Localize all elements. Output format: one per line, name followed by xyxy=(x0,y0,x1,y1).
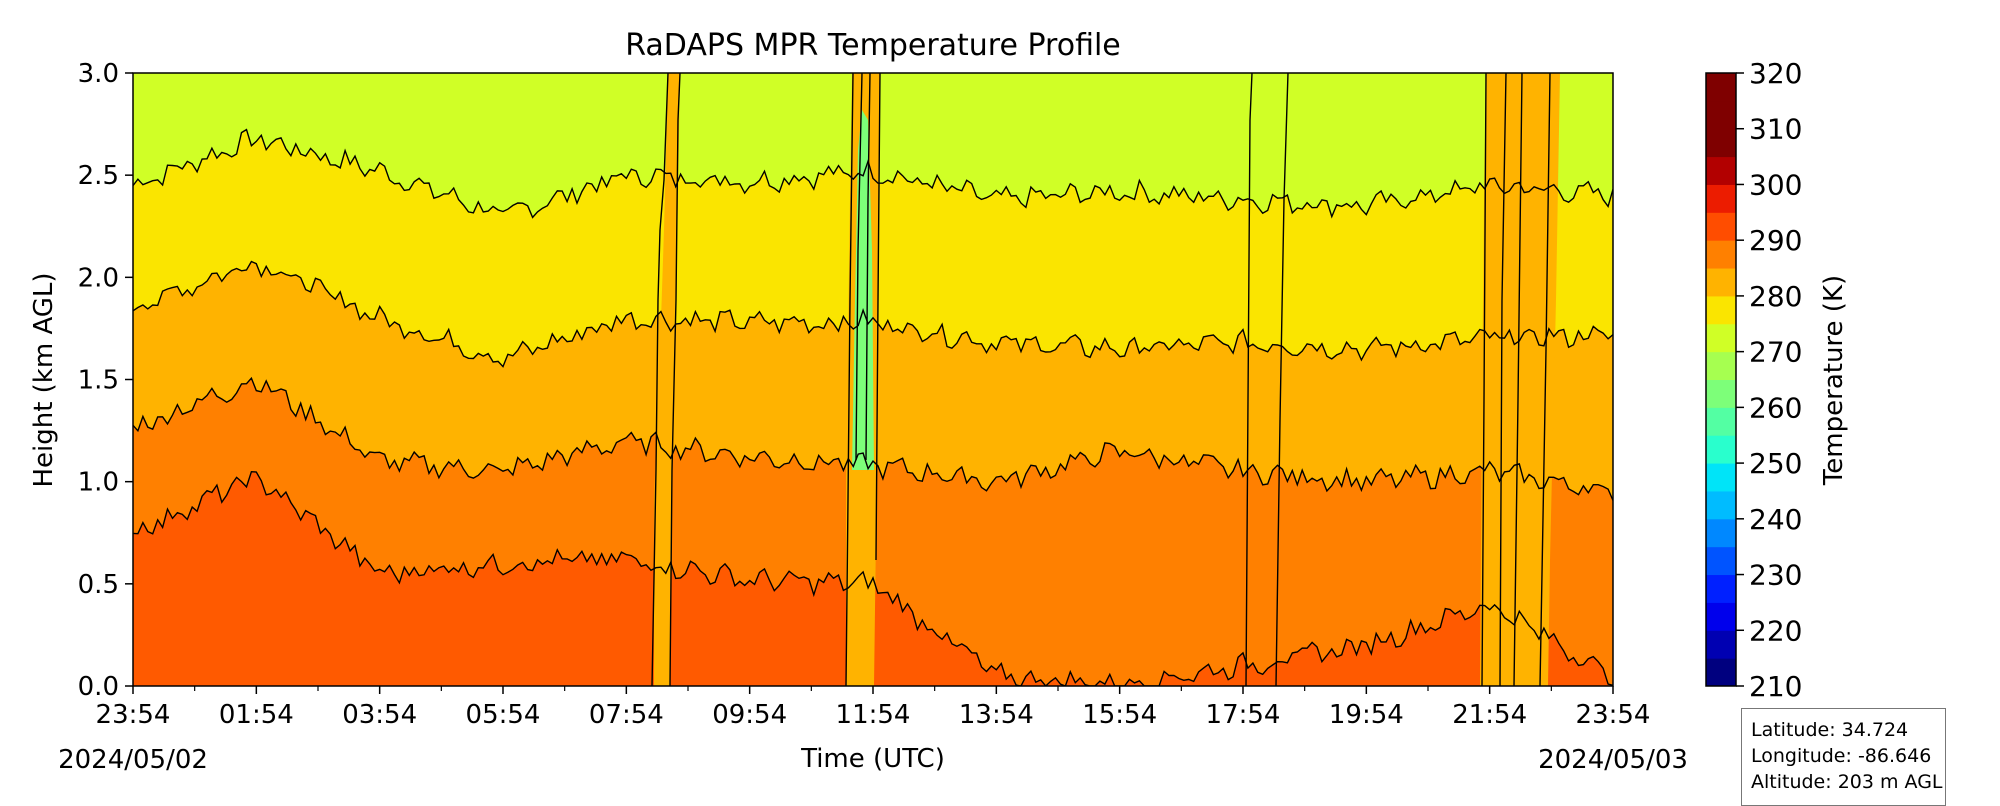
colorbar-segment xyxy=(1706,463,1736,492)
y-tick-label: 2.0 xyxy=(78,263,119,293)
colorbar-segment xyxy=(1706,379,1736,408)
colorbar-segment xyxy=(1706,128,1736,158)
colorbar-segment xyxy=(1706,184,1736,213)
colorbar-segment xyxy=(1706,407,1736,436)
colorbar: 210 220 230 240 250 260 270 280 290 300 310 320 xyxy=(1705,57,1802,703)
station-longitude: Longitude: -86.646 xyxy=(1751,745,1932,767)
colorbar-tick-label: 320 xyxy=(1749,57,1802,90)
x-tick-label: 11:54 xyxy=(836,700,911,730)
y-tick-label: 0.5 xyxy=(78,570,119,600)
colorbar-segment xyxy=(1706,658,1736,687)
colorbar-segment xyxy=(1706,435,1736,464)
contour-spike-0754 xyxy=(651,73,669,686)
y-axis-label: Height (km AGL) xyxy=(29,272,59,487)
warm-column-evening-fill xyxy=(1480,73,1560,686)
plot-area xyxy=(133,73,1613,686)
colorbar-segment xyxy=(1706,574,1736,603)
x-tick-label: 13:54 xyxy=(959,700,1034,730)
x-axis: 23:54 01:54 03:54 05:54 07:54 09:54 11:54 13:54… xyxy=(96,686,1651,730)
contour-line-285 xyxy=(133,260,1613,368)
colorbar-segment xyxy=(1706,212,1736,241)
colorbar-segment xyxy=(1706,351,1736,380)
colorbar-segment xyxy=(1706,323,1736,353)
colorbar-segment xyxy=(1706,490,1736,520)
colorbar-tick-label: 230 xyxy=(1749,559,1802,592)
y-tick-label: 3.0 xyxy=(78,59,119,89)
start-date-label: 2024/05/02 xyxy=(58,745,208,775)
x-tick-label: 07:54 xyxy=(589,700,664,730)
colorbar-tick-label: 210 xyxy=(1749,670,1802,703)
contour-spike-2154-d xyxy=(1539,73,1551,686)
colorbar-segment xyxy=(1706,518,1736,548)
extra-contours xyxy=(651,73,1551,686)
x-tick-label: 23:54 xyxy=(96,700,171,730)
warm-column-morning-fill xyxy=(654,73,680,686)
contour-spike-2154-c xyxy=(1513,73,1523,686)
colorbar-segment xyxy=(1706,295,1736,325)
colorbar-segment xyxy=(1706,602,1736,631)
colorbar-tick-label: 240 xyxy=(1749,503,1802,536)
colorbar-segment xyxy=(1706,156,1736,185)
contour-spike-1754-b xyxy=(1275,73,1289,686)
colorbar-segment xyxy=(1706,630,1736,659)
station-info-box: Latitude: 34.724 Longitude: -86.646 Alti… xyxy=(1741,708,1946,806)
colorbar-segment xyxy=(1706,546,1736,576)
colorbar-tick-label: 220 xyxy=(1749,614,1802,647)
colorbar-tick-label: 260 xyxy=(1749,391,1802,424)
contour-spike-1154-a xyxy=(845,73,854,686)
colorbar-tick-label: 270 xyxy=(1749,336,1802,369)
x-tick-label: 17:54 xyxy=(1206,700,1281,730)
contour-spike-2154-b xyxy=(1499,73,1507,686)
contour-spike-1154-d xyxy=(875,73,881,561)
y-tick-label: 2.5 xyxy=(78,161,119,191)
warm-column-morning xyxy=(654,73,1560,686)
contour-line-280 xyxy=(133,128,1613,219)
station-altitude: Altitude: 203 m AGL xyxy=(1751,771,1943,793)
contour-spike-1754-a xyxy=(1245,73,1253,686)
contour-spike-1154-c xyxy=(865,73,871,461)
x-tick-label: 01:54 xyxy=(219,700,294,730)
contour-line-290 xyxy=(133,376,1613,501)
y-tick-label: 1.5 xyxy=(78,366,119,396)
x-axis-label: Time (UTC) xyxy=(800,744,945,774)
colorbar-label: Temperature (K) xyxy=(1819,275,1849,486)
x-tick-label: 19:54 xyxy=(1329,700,1404,730)
x-tick-label: 15:54 xyxy=(1082,700,1157,730)
y-tick-label: 1.0 xyxy=(78,468,119,498)
contour-spike-2154-a xyxy=(1481,73,1487,686)
colorbar-segment xyxy=(1706,240,1736,269)
colorbar-tick-label: 290 xyxy=(1749,224,1802,257)
contour-spike-0754-b xyxy=(669,73,681,686)
contour-lines xyxy=(133,128,1613,686)
x-tick-label: 23:54 xyxy=(1576,700,1651,730)
y-axis: 0.0 0.5 1.0 1.5 2.0 2.5 3.0 xyxy=(78,59,133,702)
colorbar-frame xyxy=(1705,72,1737,687)
contour-line-295 xyxy=(133,470,1613,686)
station-latitude: Latitude: 34.724 xyxy=(1751,719,1909,741)
colorbar-segment xyxy=(1706,73,1736,102)
contour-spike-1154-b xyxy=(855,73,863,461)
end-date-label: 2024/05/03 xyxy=(1538,745,1688,775)
colorbar-segment xyxy=(1706,100,1736,130)
colorbar-tick-label: 300 xyxy=(1749,168,1802,201)
y-tick-label: 0.0 xyxy=(78,672,119,702)
colorbar-tick-label: 250 xyxy=(1749,447,1802,480)
x-tick-label: 09:54 xyxy=(712,700,787,730)
chart-title: RaDAPS MPR Temperature Profile xyxy=(625,28,1121,63)
x-tick-label: 05:54 xyxy=(466,700,541,730)
colorbar-tick-label: 280 xyxy=(1749,280,1802,313)
colorbar-segment xyxy=(1706,268,1736,297)
x-tick-label: 03:54 xyxy=(342,700,417,730)
colorbar-tick-label: 310 xyxy=(1749,113,1802,146)
x-tick-label: 21:54 xyxy=(1452,700,1527,730)
